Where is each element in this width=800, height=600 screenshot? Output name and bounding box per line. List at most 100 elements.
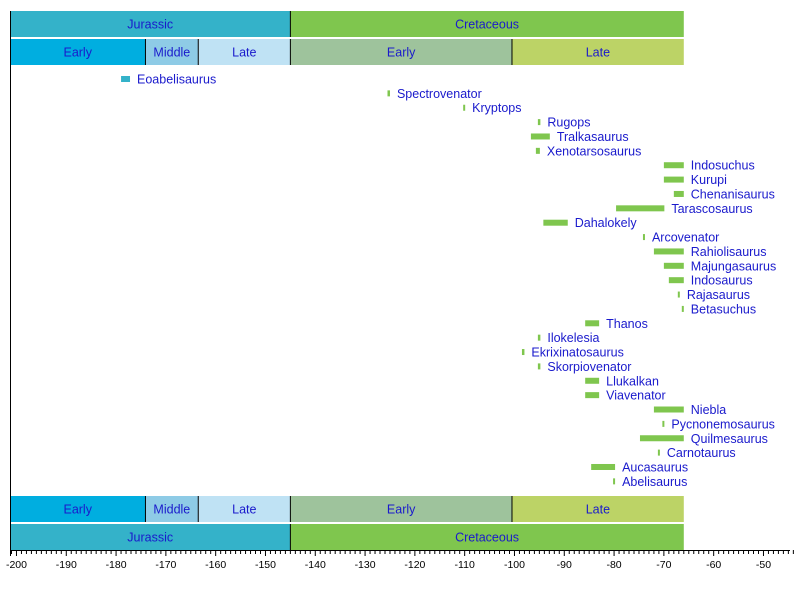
taxon-label: Dahalokely: [575, 216, 638, 230]
taxon-label: Indosaurus: [691, 274, 753, 288]
tick-label: -130: [355, 559, 376, 571]
taxon-label: Kryptops: [472, 101, 521, 115]
tick-label: -120: [404, 559, 425, 571]
taxon-label: Arcovenator: [652, 231, 719, 245]
epoch-label: Early: [387, 503, 416, 517]
tick-label: -140: [305, 559, 326, 571]
taxon-bar: [663, 262, 684, 269]
epoch-band: [145, 496, 199, 522]
taxon-label: Niebla: [691, 403, 726, 417]
taxon-label: Skorpiovenator: [547, 360, 631, 374]
tick-label: -70: [656, 559, 671, 571]
taxon-label: Rajasaurus: [687, 288, 750, 302]
tick-label: -180: [106, 559, 127, 571]
epoch-label: Late: [586, 503, 610, 517]
taxon-bar: [613, 478, 616, 485]
tick-label: -190: [56, 559, 77, 571]
epoch-label: Early: [63, 503, 92, 517]
taxon-bar: [639, 435, 684, 442]
taxon-label: Majungasaurus: [691, 259, 776, 273]
epoch-band: [511, 496, 684, 522]
period-label: Jurassic: [127, 531, 173, 545]
taxon-label: Llukalkan: [606, 374, 659, 388]
taxon-bar: [537, 119, 541, 126]
period-label: Cretaceous: [455, 18, 519, 32]
tick-label: -110: [455, 559, 475, 571]
epoch-band: [145, 39, 199, 65]
tick-label: -160: [205, 559, 226, 571]
epoch-label: Early: [387, 46, 416, 60]
epoch-label: Late: [232, 46, 256, 60]
epoch-band: [290, 496, 512, 522]
taxon-bar: [663, 176, 684, 183]
epoch-label: Late: [232, 503, 256, 517]
tick-label: -170: [155, 559, 176, 571]
tick-label: -90: [557, 559, 572, 571]
taxon-bar: [673, 190, 684, 197]
taxon-label: Indosuchus: [691, 159, 755, 173]
taxon-bar: [543, 219, 568, 226]
taxon-bar: [535, 147, 540, 154]
taxon-bar: [653, 406, 684, 413]
period-band: [10, 524, 291, 550]
epoch-band: [10, 39, 146, 65]
taxon-label: Betasuchus: [691, 302, 756, 316]
taxon-bar: [521, 349, 525, 356]
period-band: [10, 11, 291, 37]
taxon-bar: [591, 463, 616, 470]
tick-label: -50: [756, 559, 771, 571]
taxon-bar: [653, 248, 684, 255]
period-band: [290, 11, 684, 37]
taxon-bar: [668, 277, 684, 284]
taxon-label: Chenanisaurus: [691, 187, 775, 201]
taxon-label: Tarascosaurus: [671, 202, 752, 216]
taxon-label: Tralkasaurus: [557, 130, 629, 144]
taxon-label: Quilmesaurus: [691, 432, 768, 446]
taxon-bar: [463, 104, 466, 111]
period-label: Jurassic: [127, 18, 173, 32]
taxon-label: Rahiolisaurus: [691, 245, 767, 259]
taxon-label: Spectrovenator: [397, 87, 482, 101]
tick-label: -80: [606, 559, 621, 571]
tick-label: -60: [706, 559, 721, 571]
taxon-bar: [663, 162, 684, 169]
epoch-label: Late: [586, 46, 610, 60]
epoch-label: Middle: [153, 46, 190, 60]
taxon-label: Carnotaurus: [667, 446, 736, 460]
taxon-bar: [677, 291, 680, 298]
taxon-label: Pycnonemosaurus: [671, 417, 775, 431]
epoch-band: [511, 39, 684, 65]
taxon-label: Kurupi: [691, 173, 727, 187]
period-band: [290, 524, 684, 550]
taxon-bar: [537, 334, 541, 341]
epoch-label: Middle: [153, 503, 190, 517]
taxon-label: Rugops: [547, 116, 590, 130]
taxon-bar: [657, 449, 660, 456]
taxon-label: Ekrixinatosaurus: [531, 346, 623, 360]
epoch-band: [290, 39, 512, 65]
period-label: Cretaceous: [455, 531, 519, 545]
tick-label: -200: [6, 559, 27, 571]
taxon-bar: [121, 76, 131, 82]
taxon-bar: [585, 320, 600, 327]
taxon-label: Xenotarsosaurus: [547, 144, 642, 158]
taxon-label: Eoabelisaurus: [137, 73, 216, 87]
taxon-bar: [530, 133, 550, 140]
taxon-bar: [585, 377, 600, 384]
epoch-band: [198, 496, 291, 522]
epoch-band: [10, 496, 146, 522]
taxon-label: Ilokelesia: [547, 331, 599, 345]
tick-label: -150: [255, 559, 276, 571]
taxon-label: Thanos: [606, 317, 648, 331]
taxon-label: Viavenator: [606, 389, 666, 403]
tick-label: -100: [504, 559, 525, 571]
taxon-bar: [387, 90, 390, 97]
taxon-bar: [642, 234, 645, 241]
epoch-label: Early: [63, 46, 92, 60]
taxon-bar: [616, 205, 665, 212]
taxon-bar: [681, 305, 684, 312]
taxon-bar: [585, 392, 600, 399]
epoch-band: [198, 39, 291, 65]
taxon-bar: [537, 363, 541, 370]
